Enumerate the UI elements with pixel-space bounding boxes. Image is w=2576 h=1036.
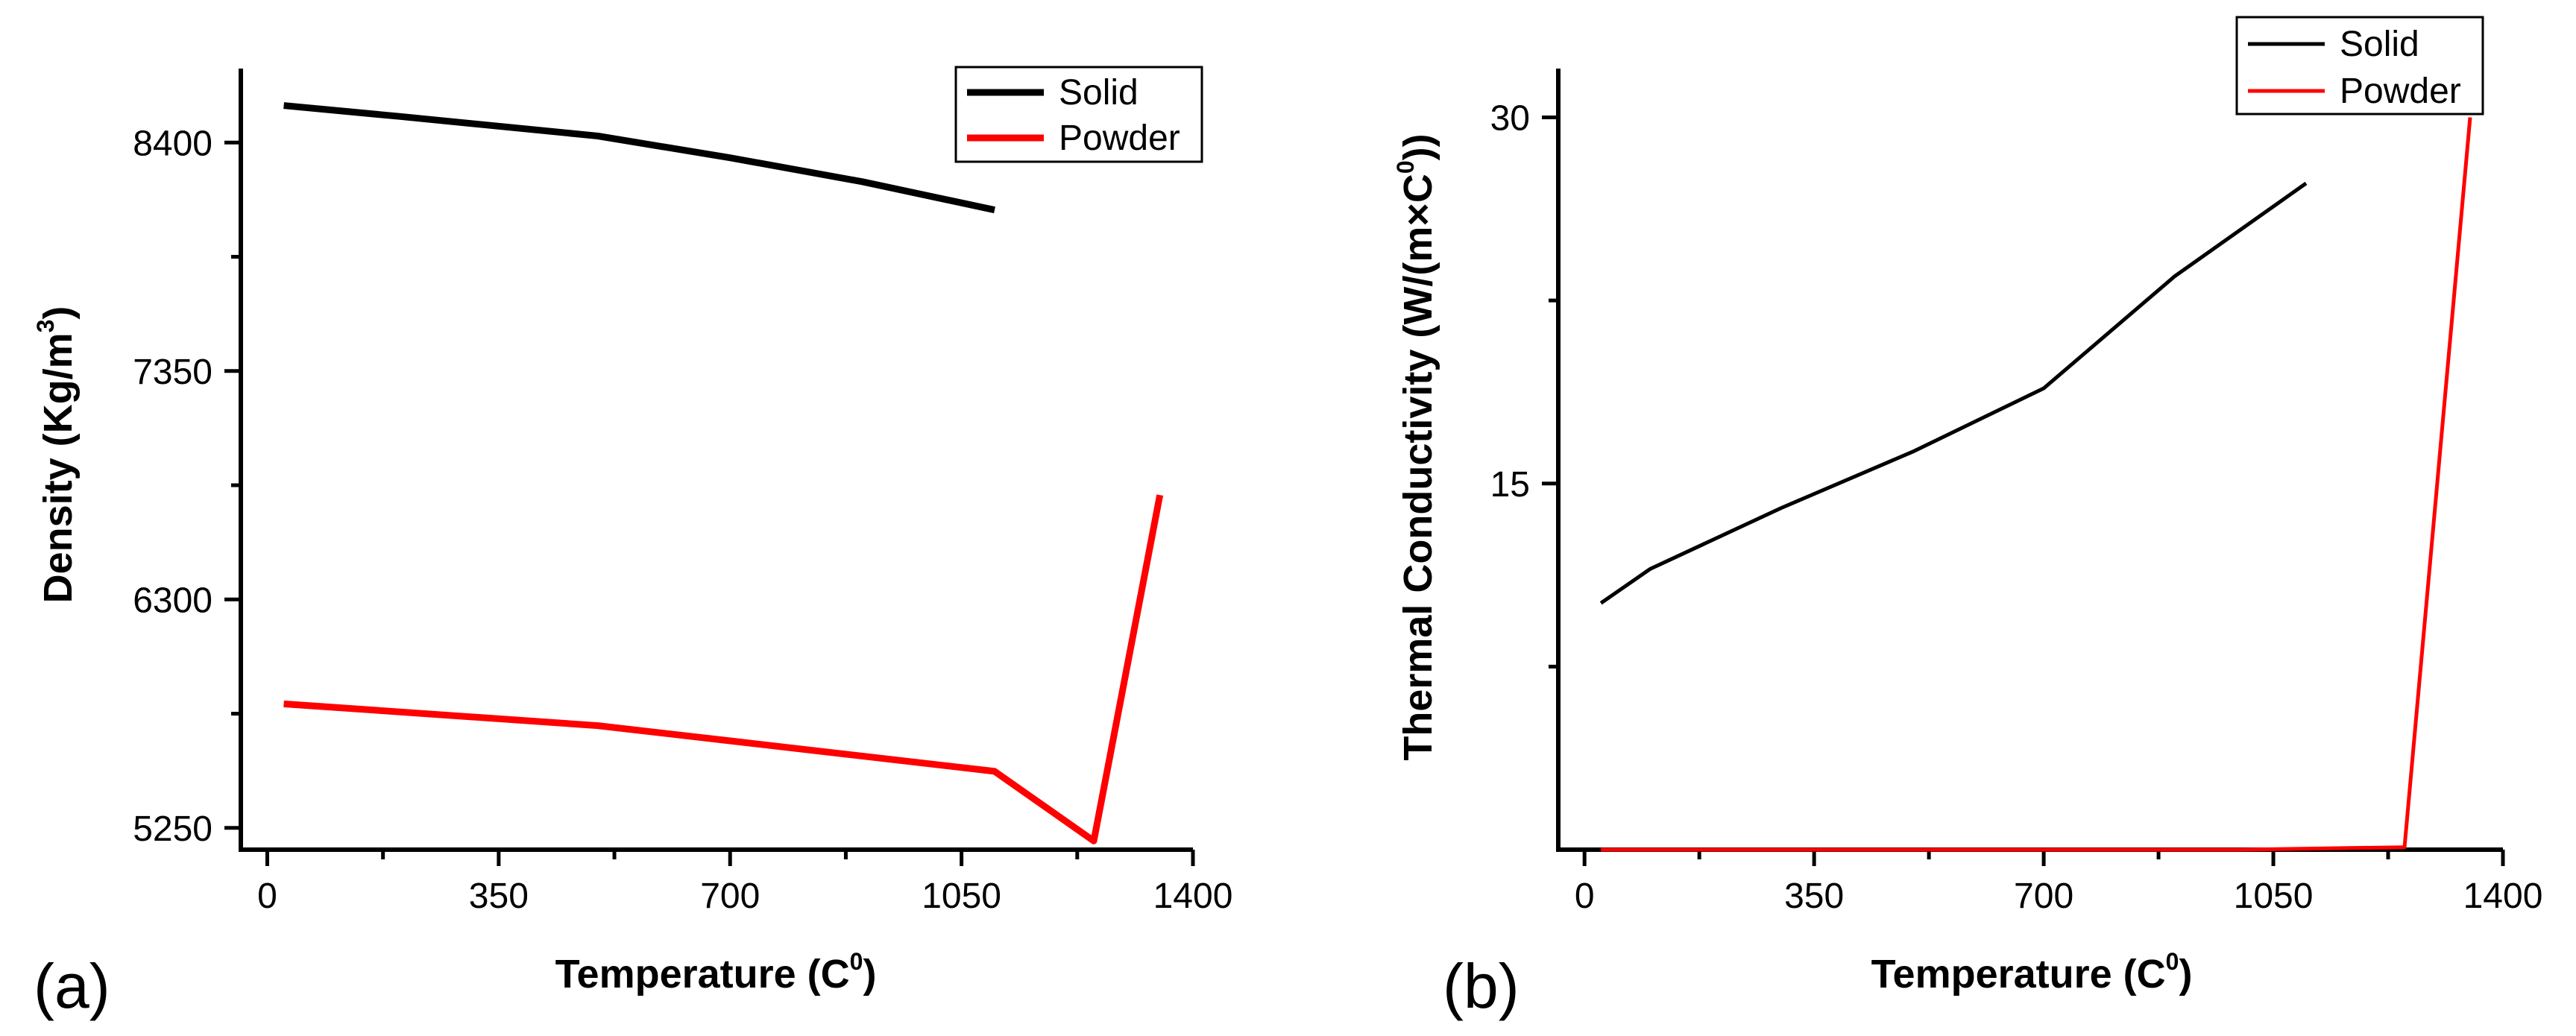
series-line-powder [1601, 117, 2472, 852]
y-tick-label: 15 [1490, 465, 1530, 505]
x-tick-label: 0 [257, 877, 277, 916]
legend-label-powder: Powder [2340, 72, 2461, 111]
panel-b-y-axis-title: Thermal Conductivity (W/(m×C0)) [1392, 133, 1440, 760]
panel-a-y-axis-title: Density (Kg/m3) [32, 306, 81, 604]
x-tick-label: 1050 [922, 877, 1001, 916]
panel-a-legend: Solid Powder [954, 66, 1203, 163]
legend-label-solid: Solid [1059, 73, 1139, 113]
series-line-solid [283, 102, 995, 214]
y-tick-label: 6300 [133, 581, 212, 620]
panel-a-label: (a) [34, 951, 110, 1021]
series-line-solid [1599, 181, 2308, 605]
panel-b-legend: Solid Powder [2235, 16, 2484, 116]
y-tick-label: 8400 [133, 124, 212, 163]
x-tick-label: 350 [469, 877, 529, 916]
legend-label-powder: Powder [1059, 119, 1180, 158]
panel-a-density-chart: 0 350 700 1050 1400 5250 6300 7350 8400 Solid Po… [32, 66, 1233, 1021]
panel-b-thermal-conductivity-chart: 0 350 700 1050 1400 15 30 Solid Powder Tempera… [1392, 16, 2543, 1021]
x-tick-label: 350 [1784, 877, 1844, 916]
x-tick-label: 700 [700, 877, 760, 916]
x-tick-label: 700 [2014, 877, 2073, 916]
y-tick-label: 7350 [133, 353, 212, 392]
x-tick-label: 0 [1575, 877, 1595, 916]
legend-label-solid: Solid [2340, 25, 2419, 64]
x-tick-label: 1400 [1153, 877, 1233, 916]
x-tick-label: 1400 [2463, 877, 2543, 916]
panel-b-x-axis-title: Temperature (C0) [1871, 948, 2193, 996]
x-tick-label: 1050 [2234, 877, 2314, 916]
y-tick-label: 5250 [133, 809, 212, 849]
panel-b-label: (b) [1443, 951, 1520, 1021]
panel-a-x-axis-title: Temperature (C0) [555, 948, 877, 996]
y-tick-label: 30 [1490, 99, 1530, 139]
series-line-powder [283, 494, 1164, 844]
